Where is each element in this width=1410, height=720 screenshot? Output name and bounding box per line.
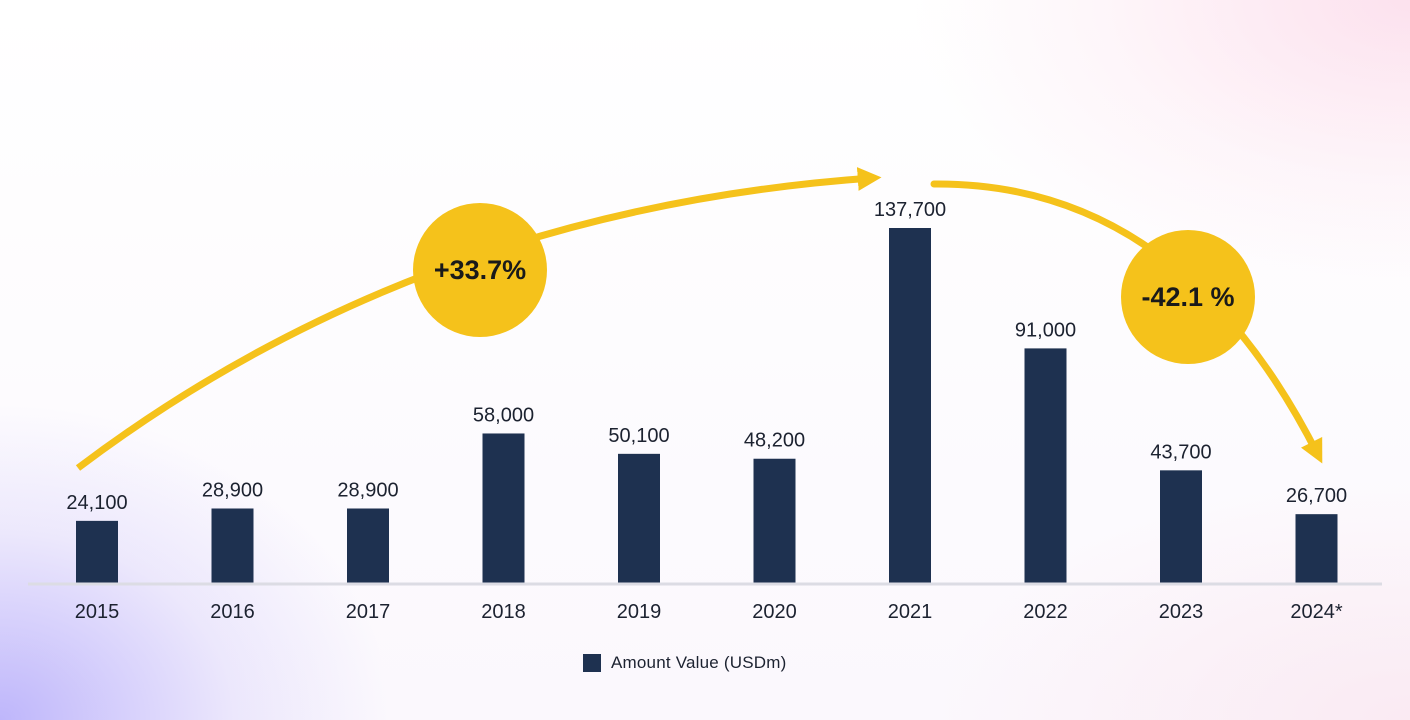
data-label-2016: 28,900: [202, 479, 263, 501]
badge-circle-2: [1121, 230, 1255, 364]
bar-2017: [347, 508, 389, 583]
bar-2024*: [1295, 514, 1338, 583]
bar-2020: [753, 458, 796, 583]
legend-label: Amount Value (USDm): [611, 653, 787, 672]
x-tick-2015: 2015: [75, 601, 120, 623]
data-label-2023: 43,700: [1150, 441, 1211, 463]
percentage-badges: +33.7% -42.1 %: [413, 203, 1255, 364]
x-tick-2019: 2019: [617, 601, 662, 623]
x-tick-2024*: 2024*: [1290, 601, 1342, 623]
legend: Amount Value (USDm): [583, 652, 786, 674]
bar-2023: [1160, 470, 1202, 583]
x-axis-tick-labels: 2015 2016 2017 2018 2019 2020 2021 2022 2023 2024…: [75, 601, 1343, 623]
data-label-2015: 24,100: [66, 492, 127, 514]
x-tick-2021: 2021: [888, 601, 933, 623]
bar-2018: [482, 433, 525, 583]
x-tick-2017: 2017: [346, 601, 391, 623]
data-label-2017: 28,900: [337, 479, 398, 501]
legend-swatch: [583, 654, 601, 672]
bars: 24,100 28,900 28,900 58,000 50,100 48,200 137,…: [66, 199, 1347, 583]
x-tick-2018: 2018: [481, 601, 526, 623]
x-tick-2020: 2020: [752, 601, 797, 623]
x-tick-2023: 2023: [1159, 601, 1204, 623]
bar-2021: [889, 228, 931, 583]
data-label-2019: 50,100: [608, 425, 669, 447]
data-label-2020: 48,200: [744, 430, 805, 452]
badge-text-2: -42.1 %: [1141, 282, 1234, 312]
bar-2015: [76, 520, 118, 583]
data-label-2018: 58,000: [473, 404, 534, 426]
x-tick-2016: 2016: [210, 601, 255, 623]
data-label-2024*: 26,700: [1286, 485, 1347, 507]
data-label-2021: 137,700: [874, 199, 946, 221]
x-tick-2022: 2022: [1023, 601, 1068, 623]
bar-2016: [211, 508, 254, 583]
bar-2022: [1024, 348, 1067, 583]
badge-circle-1: [413, 203, 547, 337]
data-label-2022: 91,000: [1015, 319, 1076, 341]
bar-2019: [618, 453, 660, 583]
badge-text-1: +33.7%: [434, 255, 526, 285]
